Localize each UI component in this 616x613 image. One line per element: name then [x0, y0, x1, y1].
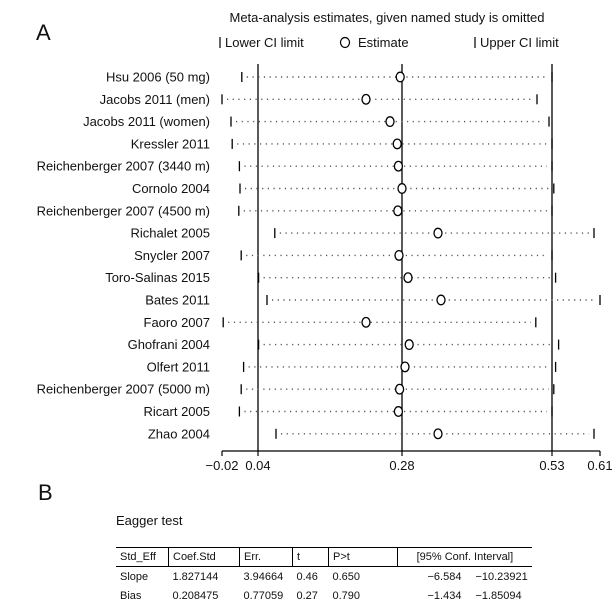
study-label: Reichenberger 2007 (4500 m) [37, 203, 210, 218]
study-label: Bates 2011 [145, 293, 210, 308]
legend-label-upper: Upper CI limit [480, 35, 559, 50]
study-label: Cornolo 2004 [132, 181, 210, 196]
egger-cell: 0.208475 [172, 590, 219, 602]
egger-cell: 0.27 [296, 590, 318, 602]
estimate-point [393, 406, 404, 417]
study-label: Reichenberger 2007 (3440 m) [37, 159, 210, 174]
x-tick-label: 0.53 [539, 458, 564, 473]
egger-cell: −1.85094 [475, 590, 522, 602]
estimate-point [397, 183, 407, 194]
egger-cell: −10.23921 [475, 571, 528, 583]
panel-label-b: B [38, 480, 53, 505]
estimate-point [395, 71, 405, 83]
egger-cell: Bias [120, 590, 142, 602]
legend-estimate-marker [339, 36, 351, 49]
study-label: Kressler 2011 [131, 136, 210, 151]
study-label: Olfert 2011 [147, 359, 210, 374]
egger-header: Err. [239, 547, 293, 567]
egger-header: t [292, 547, 329, 567]
study-label: Jacobs 2011 (men) [100, 92, 210, 107]
egger-cell: 0.790 [332, 590, 361, 602]
estimate-point [394, 249, 404, 261]
egger-cell: 0.77059 [243, 590, 284, 602]
study-label: Snycler 2007 [134, 248, 210, 263]
estimate-point [361, 93, 371, 105]
forest-plot: Meta-analysis estimates, given named stu… [37, 10, 613, 473]
egger-header: [95% Conf. Interval] [396, 547, 532, 567]
estimate-point [385, 116, 395, 128]
study-label: Hsu 2006 (50 mg) [106, 70, 210, 85]
study-label: Zhao 2004 [148, 426, 210, 441]
egger-cell: 3.94664 [243, 571, 284, 583]
estimate-point [394, 383, 405, 395]
egger-cell: −6.584 [427, 571, 462, 583]
egger-header: Std_Eff [116, 547, 169, 567]
panel-label-a: A [36, 20, 51, 45]
study-label: Jacobs 2011 (women) [83, 114, 210, 129]
x-tick-label: −0.02 [206, 458, 239, 473]
estimate-point [436, 294, 446, 306]
egger-row: Slope 1.827144 3.94664 0.46 0.650 −6.584… [116, 567, 532, 587]
egger-header: P>t [328, 547, 398, 567]
estimate-point [403, 272, 413, 284]
estimate-point [400, 361, 410, 373]
x-tick-label: 0.28 [389, 458, 414, 473]
egger-cell: −1.434 [427, 590, 462, 602]
egger-cell: 0.650 [332, 571, 361, 583]
study-label: Faoro 2007 [144, 315, 211, 330]
egger-row: Bias 0.208475 0.77059 0.27 0.790 −1.434 … [116, 586, 532, 605]
egger-cell: 0.46 [296, 571, 318, 583]
x-tick-label: 0.04 [245, 458, 270, 473]
estimate-point [433, 428, 443, 440]
study-label: Reichenberger 2007 (5000 m) [37, 382, 210, 397]
estimate-point [393, 160, 404, 172]
estimate-point [404, 339, 414, 351]
x-tick-label: 0.61 [587, 458, 612, 473]
study-label: Ghofrani 2004 [128, 337, 210, 352]
estimate-point [433, 227, 443, 239]
egger-table: Std_Eff Coef.Std Err. t P>t [95% Conf. I… [116, 547, 532, 605]
egger-cell: 1.827144 [172, 571, 219, 583]
estimate-point [393, 205, 403, 217]
study-label: Ricart 2005 [144, 404, 210, 419]
egger-cell: Slope [120, 571, 149, 583]
egger-header: Coef.Std [168, 547, 240, 567]
estimate-point [392, 138, 402, 150]
study-label: Richalet 2005 [131, 226, 211, 241]
chart-title: Meta-analysis estimates, given named stu… [229, 10, 544, 25]
estimate-point [361, 316, 371, 328]
study-label: Toro-Salinas 2015 [105, 270, 210, 285]
egger-header-row: Std_Eff Coef.Std Err. t P>t [95% Conf. I… [116, 547, 532, 567]
legend-label-estimate: Estimate [358, 35, 409, 50]
legend-label-lower: Lower CI limit [225, 35, 304, 50]
egger-test-title: Eagger test [116, 513, 183, 528]
